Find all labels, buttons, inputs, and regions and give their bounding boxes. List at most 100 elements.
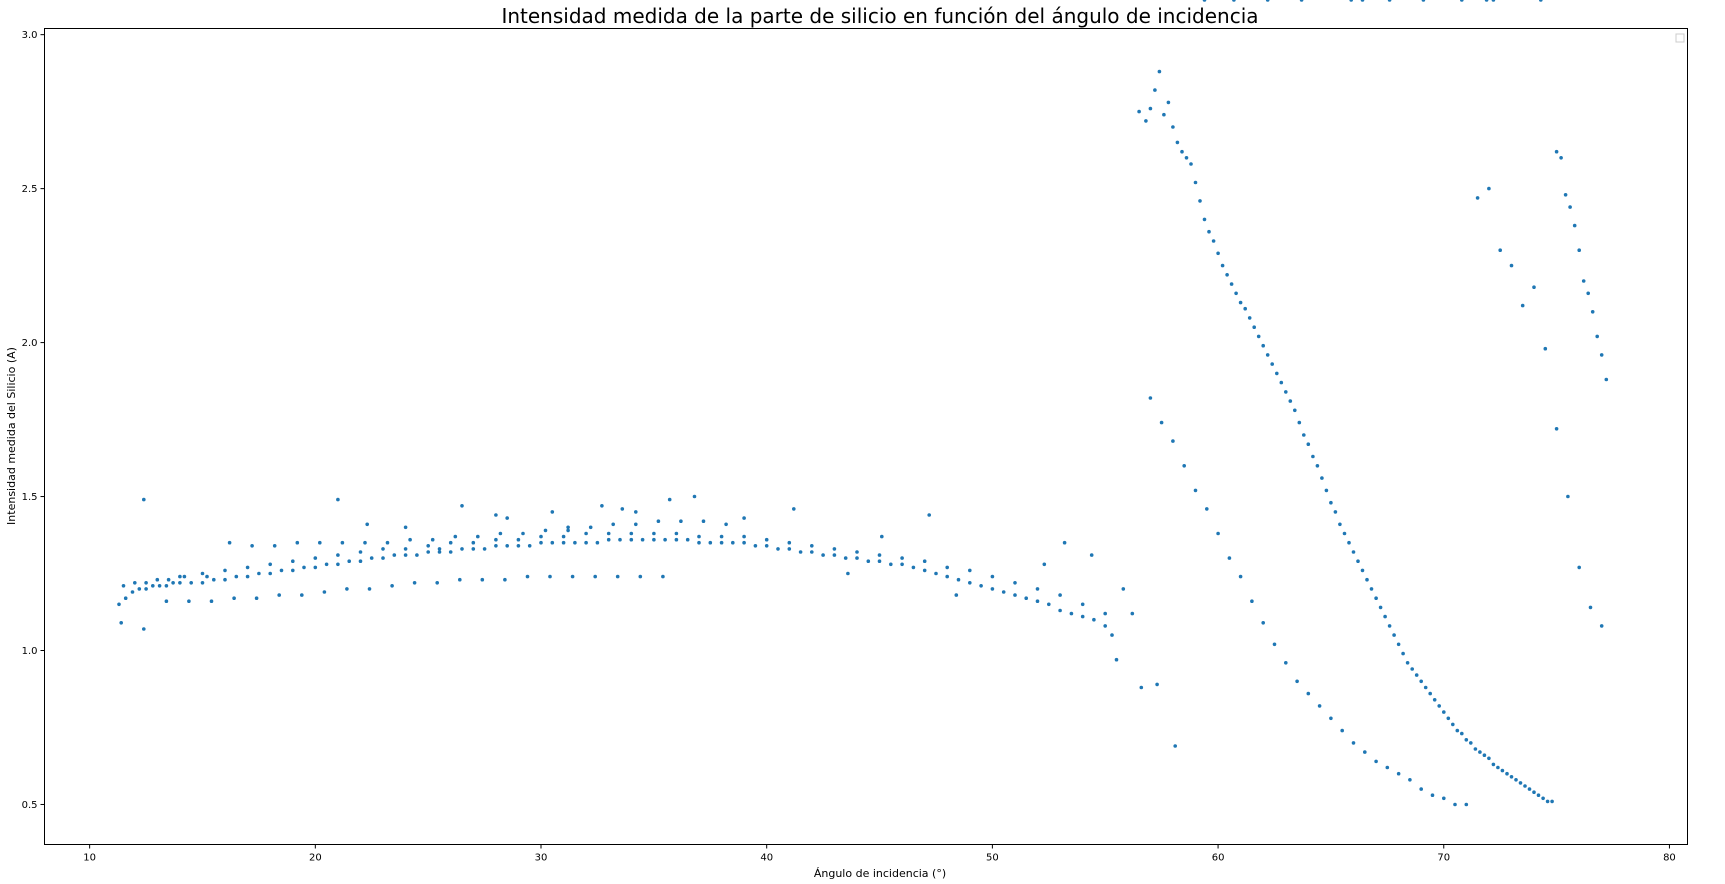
data-point — [652, 531, 656, 536]
data-point — [200, 581, 205, 585]
data-point — [291, 568, 295, 573]
data-point — [1387, 0, 1392, 2]
data-point — [367, 587, 372, 591]
data-point — [1315, 464, 1320, 468]
data-point — [787, 547, 792, 551]
x-tick-label: 70 — [1437, 853, 1450, 864]
data-point — [1487, 756, 1491, 761]
data-point — [674, 537, 679, 542]
data-point — [119, 621, 123, 625]
data-point — [922, 568, 927, 573]
y-tick-label: 2.5 — [22, 184, 38, 195]
data-point — [471, 547, 476, 551]
data-point — [606, 531, 611, 536]
data-point — [1261, 343, 1265, 348]
data-point — [527, 544, 532, 548]
data-point — [1184, 156, 1189, 160]
data-point — [539, 540, 543, 545]
data-point — [1207, 229, 1211, 234]
data-point — [1058, 608, 1062, 613]
data-point — [471, 540, 476, 545]
data-point — [1401, 651, 1405, 656]
data-point — [1013, 593, 1017, 597]
data-point — [1385, 765, 1390, 770]
data-point — [1383, 614, 1387, 619]
data-point — [1121, 587, 1126, 591]
data-point — [922, 559, 927, 563]
data-point — [821, 553, 825, 557]
data-point — [1205, 507, 1209, 511]
data-point — [1363, 750, 1367, 754]
data-point — [1554, 427, 1559, 431]
data-point — [1396, 642, 1401, 647]
data-point — [437, 547, 442, 551]
data-point — [142, 627, 146, 631]
data-point — [1460, 731, 1464, 736]
data-point — [336, 497, 340, 502]
data-point — [178, 581, 182, 585]
data-point — [1024, 596, 1028, 600]
data-point — [1421, 0, 1426, 2]
data-point — [1180, 149, 1184, 154]
data-point — [1491, 0, 1496, 2]
data-point — [719, 540, 724, 545]
data-point — [187, 599, 191, 603]
data-point — [1491, 762, 1496, 767]
data-point — [505, 516, 510, 520]
data-point — [787, 540, 792, 545]
data-point — [437, 550, 442, 554]
data-point — [453, 534, 458, 539]
data-point — [1272, 642, 1277, 647]
data-point — [1311, 454, 1315, 459]
x-tick-label: 20 — [309, 853, 322, 864]
data-point — [1563, 193, 1568, 197]
data-point — [1110, 633, 1114, 637]
data-point — [142, 497, 146, 502]
data-point — [1586, 291, 1590, 296]
data-point — [525, 574, 530, 579]
data-point — [458, 577, 462, 582]
data-point — [1193, 180, 1198, 185]
data-point — [234, 574, 239, 579]
data-point — [1247, 316, 1252, 320]
data-point — [1536, 793, 1541, 797]
data-point — [268, 571, 273, 576]
data-point — [1173, 744, 1177, 748]
data-point — [724, 522, 728, 527]
data-point — [764, 537, 769, 542]
data-point — [403, 547, 408, 551]
data-point — [1284, 390, 1288, 394]
data-point — [968, 581, 972, 585]
data-point — [318, 540, 322, 545]
data-point — [634, 510, 638, 514]
data-point — [164, 584, 169, 588]
data-point — [1293, 408, 1297, 413]
data-point — [295, 540, 300, 545]
data-point — [144, 587, 148, 591]
data-point — [324, 562, 329, 567]
data-point — [674, 531, 679, 536]
data-point — [408, 537, 412, 542]
data-point — [798, 550, 803, 554]
data-point — [1527, 787, 1532, 791]
data-point — [979, 584, 983, 588]
data-point — [1356, 559, 1360, 563]
data-point — [634, 522, 638, 527]
data-point — [1171, 125, 1175, 129]
data-point — [900, 562, 904, 567]
data-point — [200, 571, 205, 576]
data-point — [561, 540, 566, 545]
data-point — [1428, 691, 1432, 696]
data-point — [593, 574, 597, 579]
data-point — [254, 596, 259, 600]
data-point — [1342, 531, 1347, 536]
data-point — [1430, 793, 1435, 797]
y-tick-label: 1.5 — [22, 492, 38, 503]
data-point — [1211, 239, 1216, 243]
data-point — [1306, 691, 1311, 696]
data-point — [503, 577, 507, 582]
data-point — [1333, 510, 1338, 514]
data-point — [415, 553, 419, 557]
data-point — [1227, 556, 1232, 560]
data-point — [1148, 396, 1153, 400]
